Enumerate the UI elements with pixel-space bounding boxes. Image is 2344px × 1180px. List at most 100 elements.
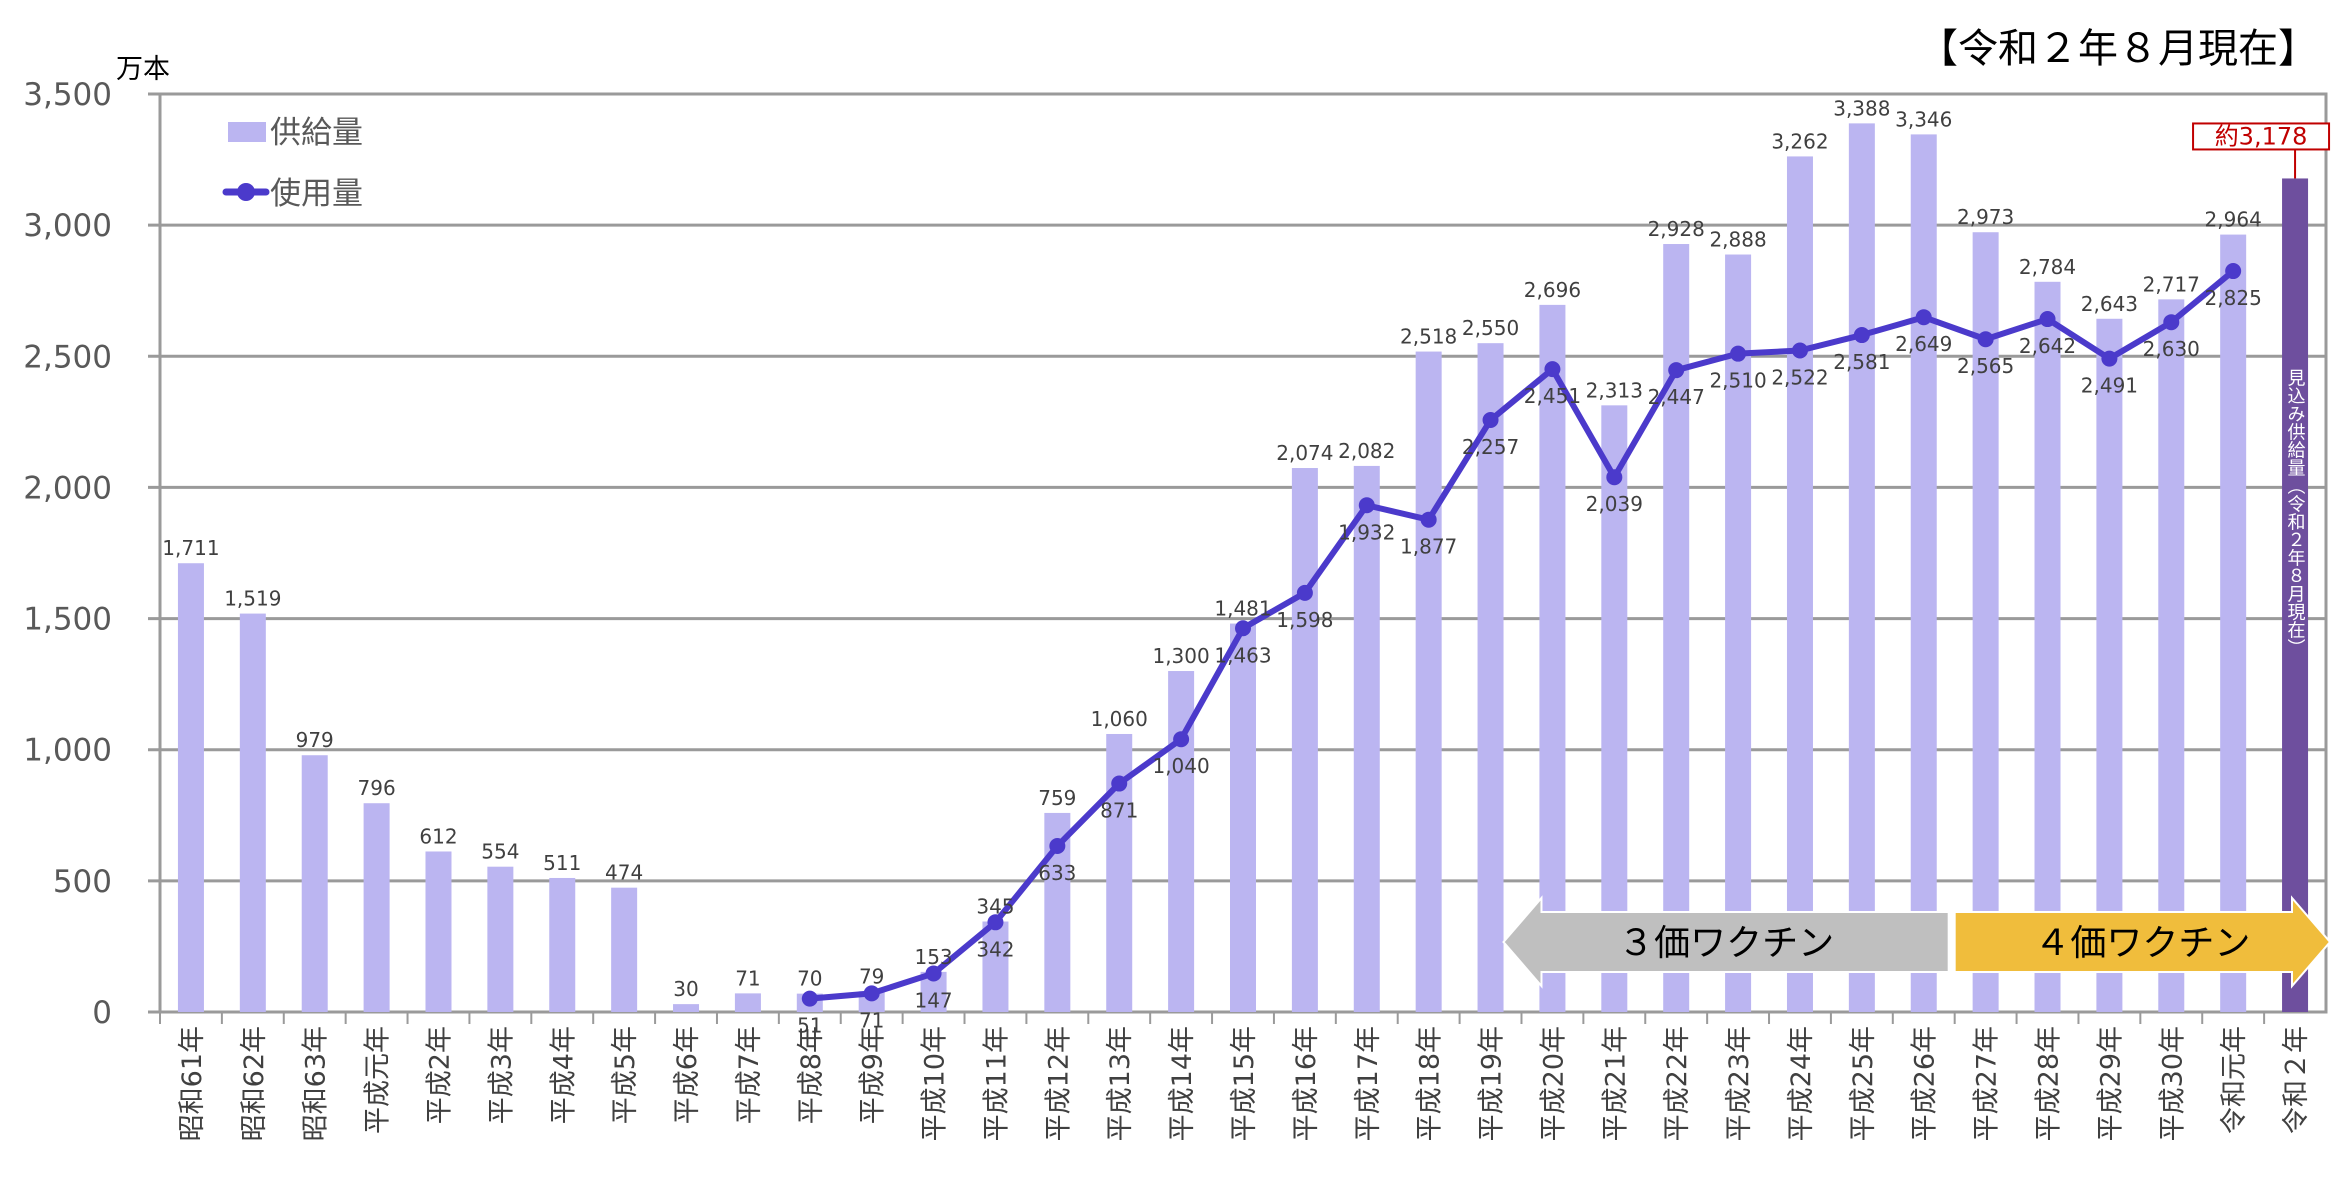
data-label-supply: 2,074: [1276, 441, 1333, 465]
x-category-label: 平成7年: [734, 1026, 765, 1124]
chart-title: 【令和２年８月現在】: [1918, 26, 2318, 72]
x-category-label: 令和元年: [2219, 1026, 2250, 1134]
y-tick-label: 2,000: [23, 470, 112, 506]
data-label-supply: 70: [797, 967, 822, 991]
data-label-supply: 2,928: [1648, 217, 1705, 241]
data-label-usage: 342: [976, 937, 1014, 961]
data-label-usage: 633: [1038, 861, 1076, 885]
bar-supply: [1848, 123, 1875, 1013]
point-usage: [2101, 350, 2118, 367]
point-usage: [1977, 331, 1994, 348]
x-category-label: 平成22年: [1662, 1026, 1693, 1141]
data-label-supply: 2,784: [2019, 255, 2076, 279]
data-label-usage: 2,630: [2143, 337, 2200, 361]
point-usage: [801, 990, 818, 1007]
data-label-usage: 1,463: [1214, 643, 1271, 667]
line-usage: [809, 268, 2236, 1002]
bar-supply: [673, 1004, 700, 1012]
data-label-supply: 1,481: [1214, 597, 1271, 621]
data-label-usage: 1,877: [1400, 535, 1457, 559]
data-label-supply: 1,711: [162, 536, 219, 560]
bar-supply: [2220, 234, 2247, 1012]
data-label-supply: 796: [358, 776, 396, 800]
arrow-right: [1953, 895, 2332, 989]
data-label-supply: 2,550: [1462, 316, 1519, 340]
bar-supply: [1539, 304, 1566, 1013]
bar-supply: [487, 866, 514, 1012]
legend-label-supply: 供給量: [270, 115, 363, 151]
data-label-supply: 3,346: [1895, 107, 1952, 131]
x-category-label: 平成6年: [672, 1026, 703, 1124]
point-usage: [1853, 327, 1870, 344]
point-usage: [1544, 361, 1561, 378]
point-usage: [2163, 314, 2180, 331]
y-axis-unit: 万本: [116, 54, 170, 85]
x-category-label: 平成11年: [981, 1026, 1012, 1141]
data-label-supply: 345: [976, 895, 1014, 919]
data-label-supply: 153: [914, 945, 952, 969]
x-category-label: 令和２年: [2281, 1026, 2312, 1134]
x-category-label: 平成21年: [1600, 1026, 1631, 1141]
point-usage: [2225, 263, 2242, 280]
data-label-usage: 2,447: [1648, 385, 1705, 409]
x-category-label: 平成9年: [858, 1026, 889, 1124]
estimate-callout-box: [2192, 122, 2331, 151]
point-usage: [1296, 584, 1313, 601]
data-label-supply: 511: [543, 851, 581, 875]
x-category-label: 平成29年: [2095, 1026, 2126, 1141]
x-category-label: 平成27年: [1972, 1026, 2003, 1141]
bar-supply: [1601, 405, 1628, 1012]
point-usage: [1173, 731, 1190, 748]
data-label-usage: 1,598: [1276, 608, 1333, 632]
legend-label-usage: 使用量: [270, 176, 363, 212]
bar-supply: [1353, 465, 1380, 1012]
bar-supply: [2034, 281, 2061, 1012]
x-category-label: 平成17年: [1353, 1026, 1384, 1141]
data-label-usage: 1,932: [1338, 520, 1395, 544]
data-label-supply: 2,696: [1524, 278, 1581, 302]
x-category-label: 平成12年: [1043, 1026, 1074, 1141]
x-category-label: 平成26年: [1910, 1026, 1941, 1141]
x-category-label: 平成10年: [920, 1026, 951, 1141]
legend-marker-usage: [237, 183, 255, 201]
x-category-label: 平成16年: [1291, 1026, 1322, 1141]
data-label-usage: 2,642: [2019, 334, 2076, 358]
point-usage: [2039, 311, 2056, 328]
bar-supply: [363, 803, 390, 1012]
data-label-supply: 554: [481, 840, 519, 864]
point-usage: [1420, 511, 1437, 528]
y-tick-label: 3,500: [23, 77, 112, 113]
data-label-supply: 759: [1038, 786, 1076, 810]
data-label-usage: 2,522: [1771, 366, 1828, 390]
point-usage: [925, 965, 942, 982]
x-category-label: 平成元年: [363, 1026, 394, 1134]
point-usage: [1606, 469, 1623, 486]
x-category-label: 平成3年: [486, 1026, 517, 1124]
data-label-supply: 2,717: [2143, 272, 2200, 296]
data-label-usage: 51: [797, 1014, 822, 1038]
data-label-supply: 979: [296, 728, 334, 752]
bar-supply: [1230, 623, 1256, 1012]
bar-supply: [1910, 134, 1937, 1013]
bar-supply: [425, 851, 452, 1012]
data-label-usage: 2,039: [1586, 492, 1643, 516]
data-label-supply: 1,060: [1091, 707, 1148, 731]
point-usage: [1358, 497, 1375, 514]
x-category-label: 平成23年: [1724, 1026, 1755, 1141]
y-tick-label: 3,000: [23, 208, 112, 244]
data-label-supply: 2,518: [1400, 325, 1457, 349]
bar-supply: [2158, 299, 2185, 1012]
data-label-usage: 147: [914, 988, 952, 1012]
data-label-supply: 474: [605, 861, 643, 885]
data-label-usage: 1,040: [1152, 754, 1209, 778]
point-usage: [1482, 412, 1499, 429]
point-usage: [1730, 345, 1747, 362]
data-label-usage: 2,451: [1524, 384, 1581, 408]
y-tick-label: 0: [92, 995, 112, 1031]
point-usage: [1049, 837, 1066, 854]
x-category-label: 昭和61年: [177, 1026, 208, 1141]
legend-swatch-supply: [228, 122, 266, 142]
bar-supply: [301, 755, 328, 1012]
point-usage: [1915, 309, 1932, 326]
